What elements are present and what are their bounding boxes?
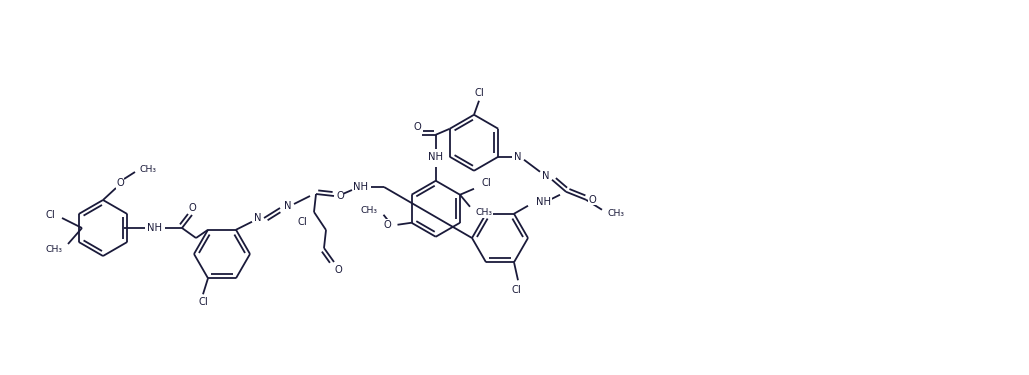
Text: NH: NH: [428, 152, 443, 162]
Text: NH: NH: [147, 223, 163, 233]
Text: O: O: [414, 122, 422, 132]
Text: N: N: [254, 213, 261, 223]
Text: O: O: [334, 265, 342, 275]
Text: O: O: [589, 195, 596, 205]
Text: O: O: [384, 220, 391, 230]
Text: N: N: [284, 201, 292, 211]
Text: O: O: [116, 178, 123, 188]
Text: Cl: Cl: [199, 297, 208, 307]
Text: NH: NH: [354, 182, 368, 192]
Text: CH₃: CH₃: [476, 208, 493, 217]
Text: N: N: [542, 171, 549, 181]
Text: CH₃: CH₃: [608, 209, 625, 218]
Text: Cl: Cl: [482, 178, 492, 188]
Text: Cl: Cl: [45, 210, 55, 220]
Text: CH₃: CH₃: [45, 246, 62, 255]
Text: CH₃: CH₃: [360, 206, 378, 215]
Text: Cl: Cl: [511, 285, 521, 295]
Text: N: N: [514, 152, 522, 162]
Text: O: O: [336, 191, 344, 201]
Text: O: O: [188, 203, 196, 213]
Text: Cl: Cl: [297, 217, 307, 227]
Text: Cl: Cl: [474, 88, 484, 98]
Text: CH₃: CH₃: [140, 165, 157, 174]
Text: NH: NH: [536, 197, 551, 207]
